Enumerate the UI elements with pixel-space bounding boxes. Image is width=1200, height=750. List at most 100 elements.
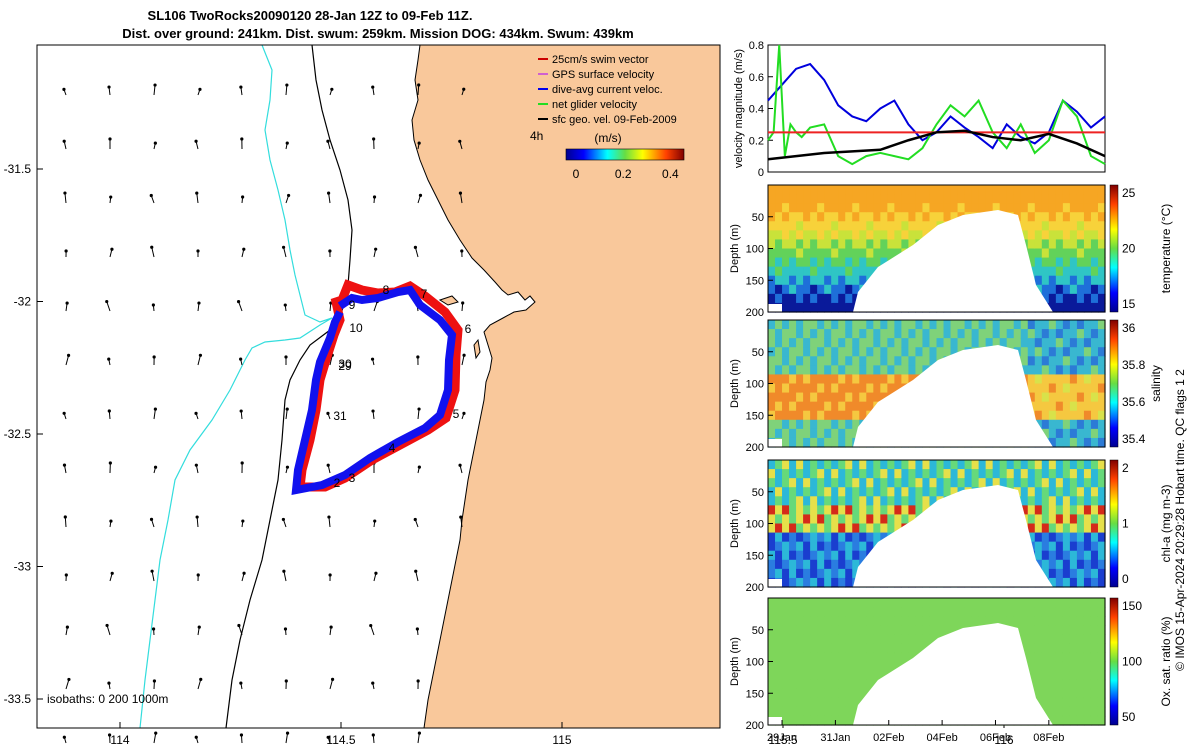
section-cell xyxy=(1041,496,1050,506)
section-cell xyxy=(775,383,783,394)
section-cell xyxy=(866,643,874,654)
section-cell xyxy=(859,248,867,259)
section-cell xyxy=(810,541,818,552)
section-cell xyxy=(943,194,952,204)
isobath-200m xyxy=(225,44,353,729)
velocity-arrow-head xyxy=(417,465,421,469)
section-cell xyxy=(894,625,902,635)
section-cell xyxy=(915,496,924,506)
section-cell xyxy=(782,496,790,506)
section-cell xyxy=(845,257,853,268)
section-cell xyxy=(845,374,853,385)
section-cell xyxy=(789,697,797,708)
section-cell xyxy=(1090,607,1099,617)
section-cell xyxy=(971,329,980,339)
velocity-arrow-head xyxy=(107,409,111,413)
section-cell xyxy=(1020,598,1029,608)
section-cell xyxy=(1062,559,1071,570)
section-cell xyxy=(929,338,938,348)
section-cell xyxy=(817,257,825,268)
section-cell xyxy=(1055,203,1064,213)
velocity-arrow xyxy=(153,733,157,744)
section-cell xyxy=(936,329,945,339)
section-cell xyxy=(782,598,790,608)
section-cell xyxy=(852,652,860,663)
section-cell xyxy=(838,194,846,204)
section-cell xyxy=(1076,523,1085,534)
time-tick-label: 08Feb xyxy=(1033,732,1064,744)
section-cell xyxy=(803,266,811,277)
section-cell xyxy=(1090,643,1099,654)
section-cell xyxy=(901,320,910,330)
section-cell xyxy=(1041,365,1050,376)
section-cell xyxy=(852,203,860,213)
section-cell xyxy=(796,559,804,570)
velocity-arrow-head xyxy=(241,195,245,199)
section-cell xyxy=(880,496,888,506)
section-cell xyxy=(1076,239,1085,250)
section-cell xyxy=(1069,221,1078,231)
section-cell xyxy=(915,643,924,654)
section-cell xyxy=(782,460,790,470)
section-cell xyxy=(1090,625,1099,635)
section-cell xyxy=(803,347,811,357)
section-cell xyxy=(1076,392,1085,403)
velocity-arrow-head xyxy=(417,407,421,411)
section-cell xyxy=(810,401,818,412)
velocity-arrow xyxy=(285,409,288,420)
section-cell xyxy=(1048,697,1057,708)
section-cell xyxy=(789,221,797,231)
section-cell xyxy=(922,203,931,213)
section-cell xyxy=(866,469,874,479)
velocity-arrow-head xyxy=(372,137,376,141)
section-cell xyxy=(936,338,945,348)
velocity-arrow-head xyxy=(64,249,68,253)
section-cell xyxy=(810,185,818,195)
section-cell xyxy=(873,634,881,644)
section-cell xyxy=(789,559,797,570)
section-cell xyxy=(824,410,832,421)
section-cell xyxy=(1048,401,1057,412)
section-cell xyxy=(1090,185,1099,195)
section-cell xyxy=(1090,532,1099,543)
section-cell xyxy=(873,523,881,534)
section-cell xyxy=(922,598,931,608)
section-cell xyxy=(845,419,853,430)
section-cell xyxy=(873,320,881,330)
section-cell xyxy=(803,514,811,525)
section-cell xyxy=(782,679,790,690)
section-cell xyxy=(852,532,860,543)
section-cell xyxy=(915,616,924,626)
section-cell xyxy=(1041,625,1050,635)
section-cell xyxy=(1034,541,1043,552)
section-cell xyxy=(894,643,902,654)
section-cell xyxy=(796,514,804,525)
section-cell xyxy=(845,688,853,699)
section-cell xyxy=(985,320,994,330)
section-cell xyxy=(964,469,973,479)
section-cell xyxy=(789,688,797,699)
section-cell xyxy=(831,625,839,635)
section-cell xyxy=(817,532,825,543)
section-cell xyxy=(1027,347,1036,357)
section-cell xyxy=(859,230,867,241)
section-cell xyxy=(824,383,832,394)
section-cell xyxy=(859,212,867,222)
section-cell xyxy=(838,616,846,626)
section-cell xyxy=(838,643,846,654)
section-cell xyxy=(1076,607,1085,617)
section-cell xyxy=(936,598,945,608)
velocity-arrow-head xyxy=(326,735,330,739)
section-cell xyxy=(824,356,832,366)
section-cell xyxy=(775,419,783,430)
velocity-arrow xyxy=(370,625,375,636)
section-cell xyxy=(1076,203,1085,213)
section-cell xyxy=(852,661,860,672)
section-cell xyxy=(796,469,804,479)
section-cell xyxy=(852,275,860,286)
section-cell xyxy=(1069,697,1078,708)
section-cell xyxy=(817,428,825,439)
velocity-arrow-head xyxy=(63,191,67,195)
section-cell xyxy=(789,257,797,268)
